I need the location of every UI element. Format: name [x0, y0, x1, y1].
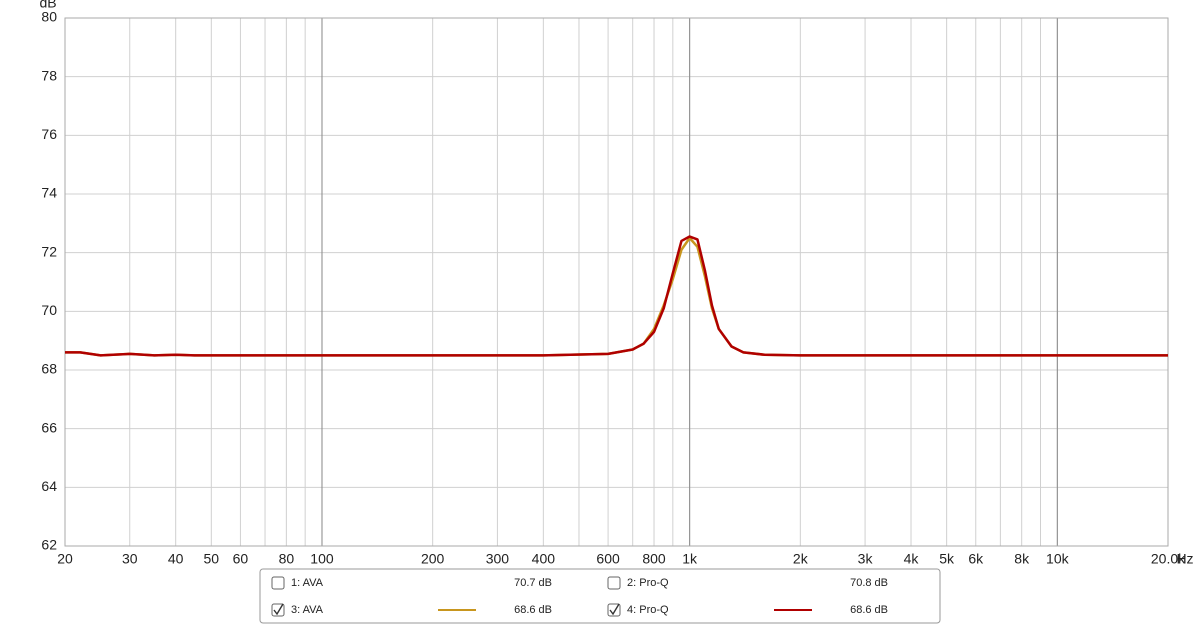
series-line	[65, 235, 1168, 357]
x-tick-label: 10k	[1046, 551, 1070, 567]
y-tick-label: 78	[41, 67, 57, 83]
legend-value: 70.8 dB	[850, 577, 888, 589]
y-tick-label: 72	[41, 243, 57, 259]
legend-label: 4: Pro-Q	[627, 604, 669, 616]
legend-value: 70.7 dB	[514, 577, 552, 589]
x-tick-label: 600	[596, 551, 620, 567]
x-tick-label: 20	[57, 551, 73, 567]
y-axis-label: dB	[39, 0, 56, 11]
series-line	[65, 236, 1168, 357]
x-axis-label: Hz	[1176, 551, 1193, 567]
legend-checkbox[interactable]	[271, 576, 285, 590]
x-tick-label: 60	[233, 551, 249, 567]
check-mark	[609, 603, 620, 616]
y-tick-label: 76	[41, 126, 57, 142]
x-tick-label: 20.0k	[1151, 551, 1186, 567]
y-tick-label: 80	[41, 9, 57, 25]
legend-value: 68.6 dB	[514, 604, 552, 616]
y-tick-label: 74	[41, 185, 57, 201]
y-tick-label: 62	[41, 537, 57, 553]
x-tick-label: 3k	[858, 551, 874, 567]
x-tick-label: 8k	[1014, 551, 1030, 567]
x-tick-label: 6k	[968, 551, 984, 567]
y-tick-label: 64	[41, 478, 57, 494]
legend-label: 3: AVA	[291, 604, 324, 616]
x-tick-label: 40	[168, 551, 184, 567]
x-tick-label: 400	[532, 551, 556, 567]
legend-value: 68.6 dB	[850, 604, 888, 616]
x-tick-label: 200	[421, 551, 445, 567]
y-tick-label: 66	[41, 419, 57, 435]
legend-box	[259, 568, 941, 624]
x-tick-label: 50	[204, 551, 220, 567]
plot-frame	[64, 17, 1169, 547]
legend-checkbox[interactable]	[607, 576, 621, 590]
x-tick-label: 5k	[939, 551, 955, 567]
y-tick-label: 70	[41, 302, 57, 318]
y-tick-label: 68	[41, 361, 57, 377]
x-tick-label: 800	[642, 551, 666, 567]
x-tick-label: 30	[122, 551, 138, 567]
x-tick-label: 1k	[682, 551, 698, 567]
x-tick-label: 300	[486, 551, 510, 567]
x-tick-label: 100	[310, 551, 334, 567]
legend-label: 2: Pro-Q	[627, 577, 669, 589]
legend-label: 1: AVA	[291, 577, 324, 589]
x-tick-label: 2k	[793, 551, 809, 567]
check-mark	[273, 603, 284, 616]
x-tick-label: 4k	[904, 551, 920, 567]
x-tick-label: 80	[279, 551, 295, 567]
